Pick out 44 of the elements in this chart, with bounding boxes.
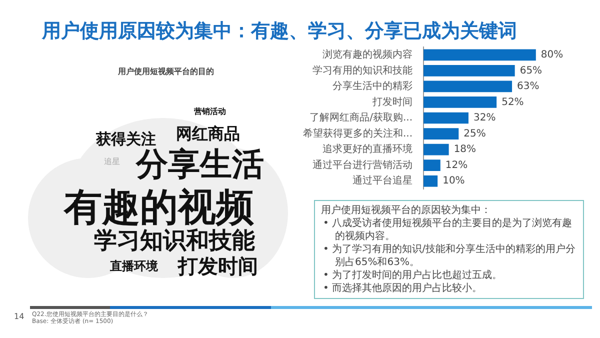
data-label: 65% <box>520 65 542 76</box>
text: 直播环境 <box>110 259 158 273</box>
data-label: 63% <box>517 81 540 92</box>
y-tick-label: 通过平台进行营销活动 <box>312 158 413 171</box>
text: 有趣的视频 <box>64 185 254 229</box>
y-tick-label: 分享生活中的精彩 <box>332 80 413 92</box>
data-label: 10% <box>442 176 465 187</box>
text: 网红商品 <box>176 124 240 143</box>
bar <box>424 96 497 108</box>
data-label: 25% <box>464 128 486 140</box>
text: • 而选择其他原因的用户占比较小。 <box>322 282 484 295</box>
chart-title: 用户使用原因较为集中：有趣、学习、分享已成为关键词 <box>42 19 517 44</box>
y-tick-label: 通过平台追星 <box>352 174 413 187</box>
data-label: 18% <box>454 144 476 156</box>
text: • 八成受访者使用短视频平台的主要目的是为了浏览有趣的视频内容。 <box>322 217 574 243</box>
data-label: 12% <box>445 160 468 171</box>
bar <box>424 144 449 156</box>
bar <box>424 112 468 124</box>
text: 用户使用短视频平台的目的 <box>118 67 214 76</box>
text: • 为了打发时间的用户占比也超过五成。 <box>322 269 504 282</box>
bar <box>424 160 440 172</box>
y-tick-label: 追求更好的直播环境 <box>322 143 413 156</box>
bar <box>424 49 536 61</box>
text: 打发时间 <box>178 254 258 278</box>
text: 获得关注 <box>96 130 156 148</box>
y-tick-label: 学习有用的知识和技能 <box>312 64 413 76</box>
data-label: 80% <box>540 49 564 60</box>
bar <box>424 64 515 76</box>
y-tick-label: 了解网红商品/获取购... <box>310 112 413 124</box>
text: 追星 <box>104 157 120 166</box>
y-tick-label: 希望获得更多的关注和... <box>302 127 413 140</box>
data-label: 52% <box>502 96 524 108</box>
text: 分享生活 <box>136 145 264 183</box>
text: 14 <box>14 312 24 321</box>
text: 用户使用短视频平台的原因较为集中： <box>321 204 492 217</box>
y-tick-label: 打发时间 <box>372 96 413 108</box>
text: • 为了学习有用的知识/技能和分享生活中的精彩的用户分别占65%和63%。 <box>322 243 576 269</box>
text: 营销活动 <box>194 107 226 116</box>
bar <box>424 128 459 140</box>
text: 学习知识和技能 <box>94 228 255 254</box>
bar <box>424 80 512 92</box>
data-label: 32% <box>473 112 496 124</box>
y-tick-label: 浏览有趣的视频内容 <box>322 48 413 60</box>
bar <box>424 175 438 187</box>
